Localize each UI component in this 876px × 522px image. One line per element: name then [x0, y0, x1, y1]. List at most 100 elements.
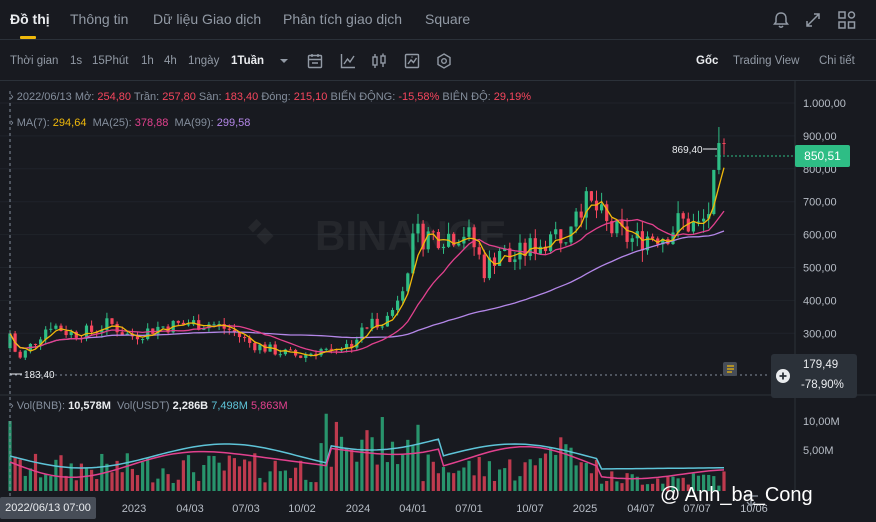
- candle-body: [309, 353, 313, 355]
- ohlc-collapse-icon[interactable]: ›: [10, 91, 14, 103]
- calendar-icon[interactable]: [306, 52, 324, 70]
- volume-bar: [554, 454, 558, 491]
- volume-bar: [186, 455, 191, 491]
- volume-bar: [421, 481, 425, 491]
- volume-bar: [584, 463, 588, 491]
- bell-icon[interactable]: [770, 9, 792, 31]
- volume-collapse-icon[interactable]: ›: [10, 400, 14, 412]
- candle-body: [717, 143, 721, 170]
- volume-bar: [645, 484, 650, 491]
- time-axis-label: 2024: [346, 503, 370, 515]
- volume-bar: [13, 456, 17, 491]
- candle-body: [681, 213, 685, 219]
- candle-body: [18, 351, 22, 358]
- candle-body: [110, 318, 114, 324]
- interval-4h[interactable]: 4h: [164, 55, 177, 67]
- tab-trading-analysis[interactable]: Phân tích giao dịch: [283, 11, 403, 27]
- volume-bar: [18, 459, 22, 491]
- candle-body: [503, 248, 507, 252]
- candle-icon[interactable]: [370, 52, 388, 70]
- interval-1s[interactable]: 1s: [70, 55, 83, 67]
- candle-body: [350, 343, 354, 348]
- volume-bar: [110, 472, 114, 491]
- scroll-to-latest-icon[interactable]: [744, 495, 758, 507]
- volume-bar: [33, 453, 38, 491]
- volume-bar: [345, 448, 349, 491]
- candle-body: [227, 328, 231, 330]
- volume-bar: [288, 478, 293, 491]
- ma25-line: [9, 210, 725, 353]
- interval-15m[interactable]: 15Phút: [92, 55, 129, 67]
- volume-bar: [273, 460, 277, 491]
- volume-bar: [594, 459, 599, 491]
- volume-bar: [396, 464, 400, 491]
- volume-bar: [508, 459, 512, 491]
- tab-trading-data[interactable]: Dữ liệu Giao dịch: [153, 11, 262, 27]
- view-depth[interactable]: Chi tiết: [819, 55, 855, 67]
- candle-body: [452, 233, 456, 246]
- volume-bar: [712, 476, 716, 491]
- tab-square[interactable]: Square: [425, 11, 471, 27]
- volume-bar: [263, 482, 267, 491]
- line-chart-icon[interactable]: [339, 52, 357, 70]
- candle-body: [161, 326, 165, 328]
- candle-body: [217, 324, 221, 326]
- grid-icon[interactable]: [836, 9, 858, 31]
- vol-bnb-value: 10,578M: [68, 400, 111, 412]
- volume-bar: [207, 455, 211, 491]
- candle-body: [69, 331, 73, 336]
- volume-bar: [324, 413, 328, 491]
- volume-bar: [620, 483, 624, 491]
- volume-bar: [192, 472, 196, 491]
- price-chart[interactable]: BINANCE 869,40 183,40 1.000,00900,00800,…: [0, 81, 876, 522]
- candle-body: [472, 227, 476, 248]
- interval-1w[interactable]: 1Tuần: [231, 55, 265, 67]
- volume-bar: [217, 462, 221, 491]
- note-icon[interactable]: [723, 362, 737, 376]
- tab-chart[interactable]: Đồ thị: [10, 11, 50, 27]
- interval-1h[interactable]: 1h: [141, 55, 154, 67]
- volume-bar: [681, 477, 685, 491]
- add-alert-icon[interactable]: [775, 368, 791, 384]
- settings-icon[interactable]: [435, 52, 453, 70]
- candle-body: [600, 204, 604, 211]
- candle-body: [625, 226, 629, 242]
- view-tradingview[interactable]: Trading View: [733, 55, 800, 67]
- volume-bar: [39, 477, 43, 491]
- volume-axis: 10,00M 5,00M: [803, 416, 840, 457]
- volume-bar: [339, 436, 344, 491]
- volume-bar: [559, 437, 563, 491]
- tab-info[interactable]: Thông tin: [70, 11, 129, 27]
- volume-bar: [314, 482, 318, 491]
- volume-bar: [605, 480, 609, 491]
- volume-bar: [431, 461, 435, 491]
- view-original[interactable]: Gốc: [696, 55, 719, 67]
- candle-body: [686, 218, 690, 232]
- ma99-line: [9, 230, 725, 349]
- indicator-icon[interactable]: [403, 52, 421, 70]
- volume-bar: [130, 468, 134, 491]
- chevron-down-icon[interactable]: [275, 52, 293, 70]
- candle-body: [584, 191, 588, 218]
- ma-info: › MA(7): 294,64 MA(25): 378,88 MA(99): 2…: [10, 117, 251, 129]
- volume-bar: [253, 453, 257, 491]
- candle-body: [90, 325, 94, 332]
- candle-body: [8, 333, 12, 349]
- candle-body: [671, 232, 675, 245]
- volume-bar: [651, 483, 655, 491]
- price-axis: 1.000,00900,00800,00700,00600,00500,0040…: [803, 98, 846, 340]
- volume-bar: [492, 480, 497, 491]
- interval-1d[interactable]: 1ngày: [188, 55, 220, 67]
- candle-body: [533, 238, 537, 254]
- volume-bar: [319, 443, 323, 491]
- candle-body: [610, 221, 614, 234]
- candle-body: [712, 169, 716, 215]
- expand-icon[interactable]: [802, 9, 824, 31]
- ma-collapse-icon[interactable]: ›: [10, 117, 14, 129]
- time-label: Thời gian: [10, 55, 59, 67]
- volume-bar: [243, 459, 247, 491]
- candle-body: [722, 143, 726, 145]
- candle-body: [33, 343, 38, 345]
- volume-ma1-line: [9, 438, 724, 470]
- candle-body: [549, 234, 553, 252]
